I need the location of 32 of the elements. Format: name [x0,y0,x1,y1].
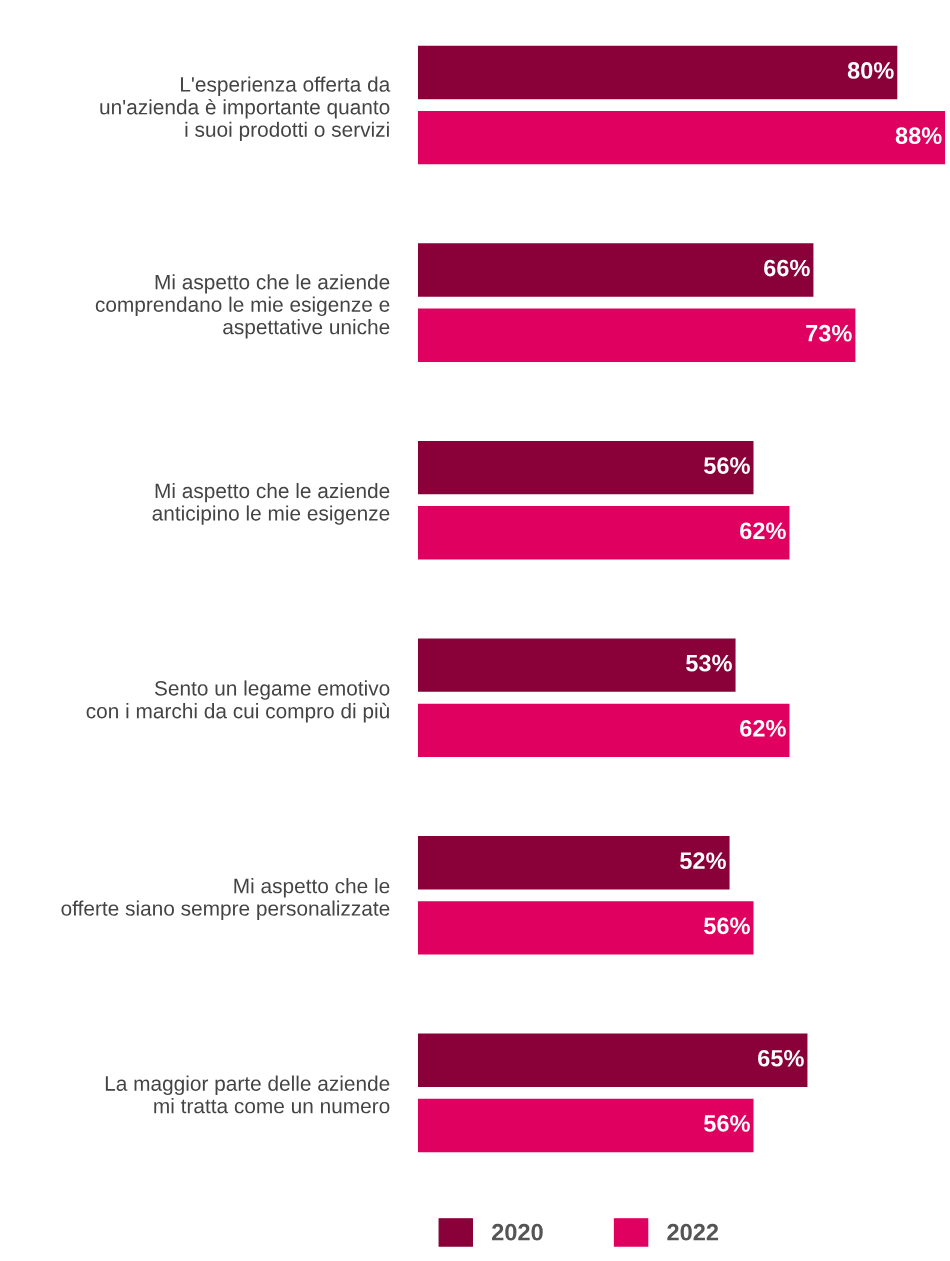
data-label: 88% [895,127,942,145]
y-tick-label: L'esperienza offerta da un'azienda è importante quanto i suoi prodotti o servizi [100,76,391,142]
bar [418,1033,808,1087]
legend-label: 2022 [667,1223,719,1241]
data-label: 53% [686,654,732,672]
data-label: 56% [704,1115,750,1132]
bar [418,506,790,560]
bar [418,836,730,890]
y-tick-label: Mi aspetto che le offerte siano sempre personalizzate [61,878,390,920]
data-label: 66% [764,259,810,277]
y-tick-label: Mi aspetto che le aziende anticipino le mie esigenze [152,482,390,525]
data-label: 80% [847,62,894,79]
data-label: 62% [740,719,786,737]
bar [418,1098,754,1153]
data-label: 62% [740,522,786,540]
data-label: 56% [704,457,750,474]
bar [418,243,814,297]
bar [418,45,898,100]
legend-label: 2020 [492,1223,543,1241]
bar [418,440,754,495]
bar [418,638,736,692]
data-label: 73% [806,324,852,342]
bar [418,901,754,955]
bar [418,703,790,758]
data-label: 52% [680,852,726,870]
y-tick-label: La maggior parte delle aziende mi tratta come un numero [105,1075,390,1114]
bar [418,111,946,165]
data-label: 56% [704,917,750,935]
y-tick-label: Mi aspetto che le aziende comprendano le mie esigenze e aspettative uniche [95,274,390,339]
data-label: 65% [758,1049,804,1067]
y-tick-label: Sento un legame emotivo con i marchi da cui compro di più [86,680,390,723]
bar [418,308,856,362]
